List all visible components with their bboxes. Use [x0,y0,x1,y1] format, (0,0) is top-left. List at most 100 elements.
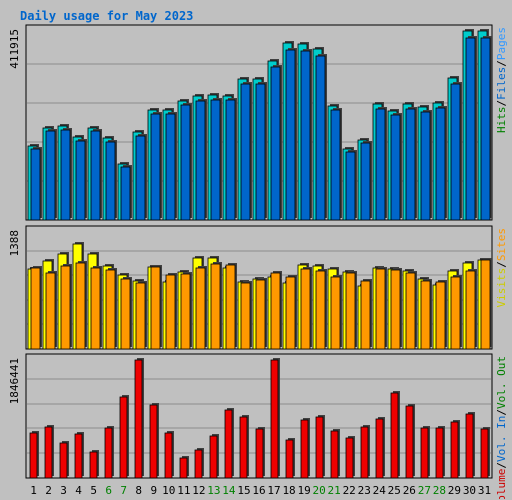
x-tick-label-5: 5 [90,484,97,497]
visitors-bar-sites-4 [75,262,86,350]
x-tick-label-3: 3 [60,484,67,497]
requests-bar-files-2 [45,130,56,221]
volume-bar-volume-23 [360,426,369,479]
requests-bar-files-20 [315,55,326,221]
requests-bar-files-28 [435,107,446,221]
visitors-bar-sites-2 [45,272,56,350]
visitors-bar-sites-26 [405,272,416,350]
volume-legend-entry: Vol. Out [495,356,508,409]
visitors-bar-sites-6 [105,269,116,350]
requests-ymax-label: 411915 [8,29,21,69]
visitors-bar-sites-3 [60,265,71,350]
x-tick-label-30: 30 [463,484,476,497]
volume-bar-volume-30 [465,413,474,479]
visitors-ymax-label: 1388 [8,230,21,257]
visitors-bar-sites-28 [435,281,446,350]
requests-bar-files-29 [450,83,461,221]
requests-bar-files-5 [90,130,101,221]
requests-bar-files-15 [240,83,251,221]
requests-bar-files-23 [360,142,371,221]
volume-bar-volume-6 [104,427,113,479]
requests-bar-files-8 [135,135,146,221]
volume-ymax-label: 1846441 [8,358,21,404]
x-tick-label-19: 19 [297,484,310,497]
requests-bar-files-3 [60,129,71,221]
requests-bar-files-18 [285,49,296,221]
x-tick-label-13: 13 [207,484,220,497]
chart-title: Daily usage for May 2023 [20,9,193,23]
visitors-bar-sites-20 [315,270,326,350]
volume-bar-volume-1 [29,432,38,479]
visitors-bar-sites-22 [345,272,356,350]
volume-bar-volume-24 [375,418,384,479]
x-tick-label-21: 21 [328,484,341,497]
x-tick-label-18: 18 [282,484,295,497]
volume-bar-volume-13 [209,435,218,479]
x-tick-label-4: 4 [75,484,82,497]
visitors-bar-sites-1 [30,267,41,350]
visitors-bar-sites-11 [180,273,191,350]
volume-bar-volume-7 [119,396,128,479]
requests-legend-entry: / [495,100,508,107]
x-tick-label-12: 12 [192,484,205,497]
x-tick-label-10: 10 [162,484,175,497]
requests-bar-files-12 [195,100,206,221]
x-tick-label-31: 31 [478,484,491,497]
requests-bar-files-19 [300,50,311,221]
visitors-bar-sites-29 [450,276,461,350]
visitors-bar-sites-17 [270,272,281,350]
volume-bar-volume-14 [224,409,233,479]
visitors-bar-sites-23 [360,280,371,350]
requests-right-legend: Hits/Files/Pages [495,27,508,133]
volume-bar-volume-19 [300,419,309,479]
x-tick-label-15: 15 [237,484,250,497]
x-tick-label-17: 17 [267,484,280,497]
visitors-bar-sites-21 [330,276,341,350]
visitors-bar-sites-14 [225,264,236,350]
x-tick-label-26: 26 [403,484,416,497]
volume-bar-volume-9 [149,404,158,479]
requests-bar-files-17 [270,66,281,221]
visitors-bar-sites-30 [465,270,476,350]
requests-bar-files-21 [330,109,341,221]
visitors-bar-sites-25 [390,269,401,350]
requests-bar-files-27 [420,111,431,221]
x-tick-label-16: 16 [252,484,265,497]
x-tick-label-24: 24 [373,484,387,497]
volume-bar-volume-12 [194,449,203,479]
requests-bar-files-13 [210,99,221,221]
volume-bar-volume-11 [179,457,188,479]
x-tick-label-22: 22 [343,484,356,497]
requests-bar-files-30 [465,37,476,221]
visitors-bar-sites-10 [165,274,176,350]
x-tick-label-28: 28 [433,484,446,497]
visitors-right-legend: Visits/Sites [495,228,508,308]
volume-bar-volume-4 [74,433,83,479]
requests-bar-files-26 [405,108,416,221]
volume-bar-volume-8 [134,359,143,479]
visitors-legend-entry: / [495,261,508,268]
visitors-bar-sites-24 [375,268,386,350]
volume-bar-volume-21 [330,430,339,479]
requests-bar-files-31 [480,37,491,221]
visitors-bar-sites-18 [285,276,296,350]
volume-bar-volume-17 [270,359,279,479]
x-tick-label-9: 9 [150,484,157,497]
requests-bar-files-4 [75,140,86,221]
requests-bar-files-11 [180,104,191,221]
x-tick-label-20: 20 [313,484,326,497]
volume-legend-entry: / [495,409,508,416]
visitors-bar-sites-31 [480,259,491,350]
volume-bar-volume-18 [285,439,294,479]
volume-bar-volume-31 [480,428,489,479]
x-tick-label-27: 27 [418,484,431,497]
visitors-legend-entry: Sites [495,228,508,261]
visitors-bar-sites-5 [90,267,101,350]
requests-bar-files-7 [120,166,131,221]
volume-legend-entry: Volume [495,469,508,499]
requests-bar-files-25 [390,114,401,221]
volume-bar-volume-28 [435,427,444,479]
requests-legend-entry: Files [495,67,508,100]
